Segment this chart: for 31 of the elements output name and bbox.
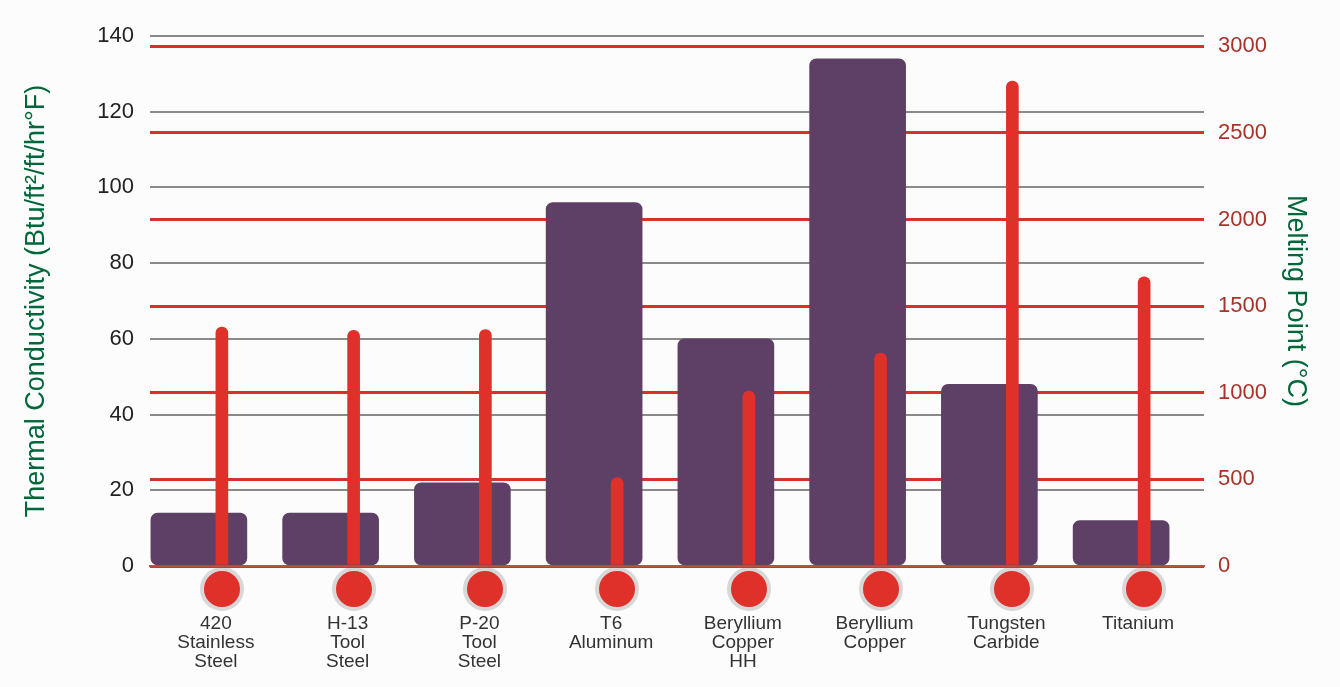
y-tick-label: 20 (109, 476, 134, 502)
y2-tick-label: 2000 (1218, 205, 1267, 231)
y-tick-label: 100 (97, 173, 134, 199)
y2-tick-label: 2500 (1218, 119, 1267, 145)
bar (610, 477, 624, 565)
y-tick-label: 40 (109, 400, 134, 426)
y2-axis-title: Melting Point (°C) (1282, 195, 1313, 407)
x-tick-label: 420 Stainless Steel (177, 611, 255, 671)
bar (545, 202, 643, 566)
x-tick-label: T6 Aluminum (568, 611, 654, 652)
x-tick-label: P-20 Tool Steel (457, 611, 502, 671)
x-tick-label: H-13 Tool Steel (325, 611, 370, 671)
y2-tick-label: 500 (1218, 465, 1255, 491)
y-tick-label: 60 (109, 324, 134, 350)
y2-tick-label: 1000 (1218, 378, 1267, 404)
y-tick-label: 120 (97, 97, 134, 123)
y2-tick-label: 1500 (1218, 292, 1267, 318)
bar (677, 338, 775, 566)
y-tick-label: 140 (97, 22, 134, 48)
x-tick-label: Tungsten Carbide (967, 611, 1046, 652)
y-axis-title: Thermal Conductivity (Btu/ft²/ft/hr°F) (19, 84, 50, 518)
y2-tick-label: 3000 (1218, 32, 1267, 58)
y-tick-label: 80 (109, 249, 134, 275)
bar (742, 390, 756, 565)
x-tick-label: Beryllium Copper HH (703, 611, 782, 671)
y2-tick-label: 0 (1218, 552, 1231, 578)
bar (874, 352, 887, 565)
bar (809, 58, 906, 566)
x-tick-label: Titanium (1102, 611, 1175, 633)
x-tick-label: Beryllium Copper (835, 611, 914, 652)
y-tick-label: 0 (121, 552, 134, 578)
